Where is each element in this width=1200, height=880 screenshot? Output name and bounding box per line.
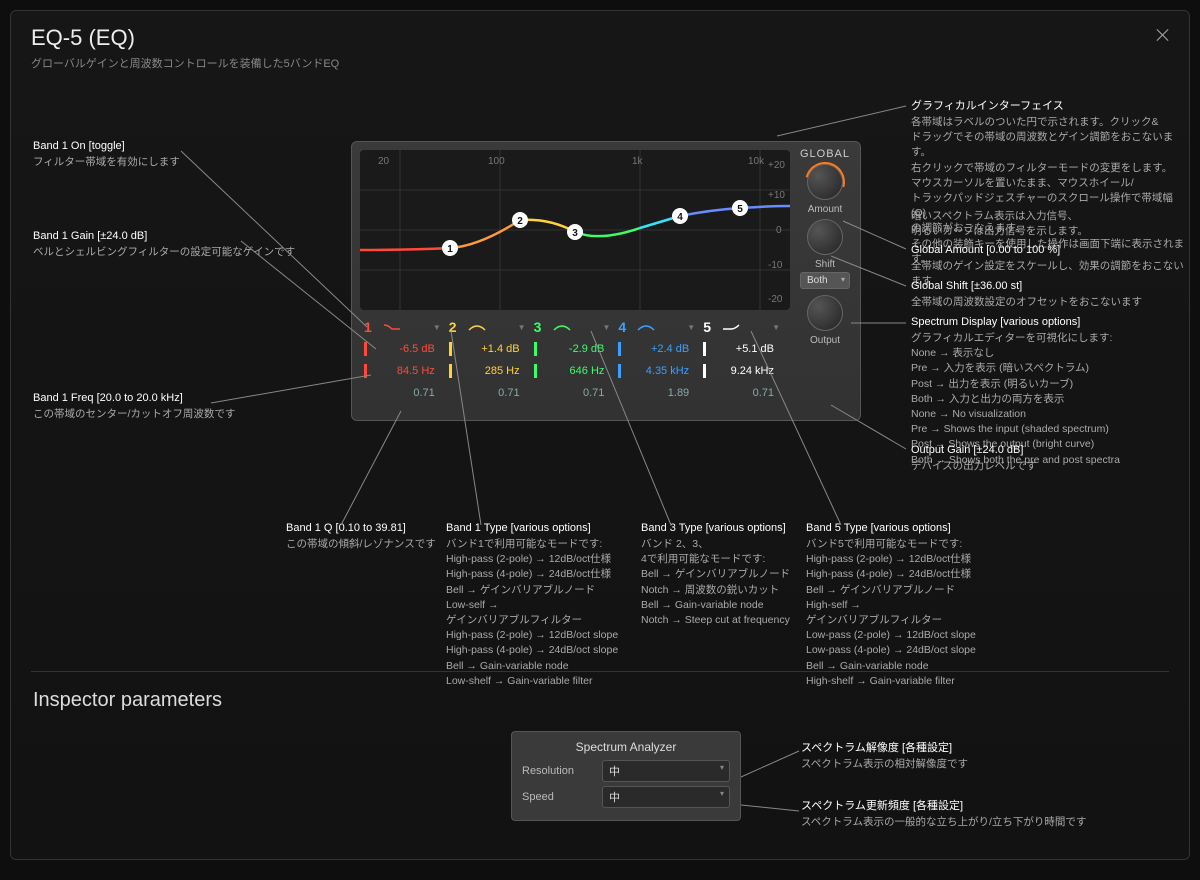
speed-select[interactable]: 中 (602, 786, 730, 808)
annot-band1-type-label: Band 1 Type [various options] (446, 521, 618, 537)
svg-text:3: 3 (572, 228, 578, 239)
annot-band1-type-desc: バンド1で利用可能なモードです:High-pass (2-pole) → 12d… (446, 537, 618, 689)
band-4-toggle[interactable]: 4 (618, 319, 630, 335)
band-5-freq[interactable]: 9.24 kHz (714, 365, 780, 377)
eq-graph[interactable]: 20 100 1k 10k +20 +10 0 -10 -20 1 2 3 (360, 150, 790, 310)
y-axis-label: +20 (768, 160, 785, 171)
annot-band5-type-label: Band 5 Type [various options] (806, 521, 976, 537)
annot-output-gain-label: Output Gain [±24.0 dB] (911, 443, 1037, 459)
band-4-q[interactable]: 1.89 (618, 387, 695, 399)
chevron-down-icon[interactable]: ▼ (433, 323, 441, 332)
close-icon[interactable] (1153, 25, 1173, 45)
annot-spec-res-desc: スペクトラム表示の相対解像度です (801, 757, 968, 772)
annot-spectrum-display-label: Spectrum Display [various options] (911, 315, 1120, 331)
speed-label: Speed (522, 791, 602, 803)
annot-band1-gain-label: Band 1 Gain [±24.0 dB] (33, 229, 295, 245)
eq-node-1[interactable]: 1 (442, 240, 458, 256)
resolution-label: Resolution (522, 765, 602, 777)
band-4-gain[interactable]: +2.4 dB (629, 343, 695, 355)
amount-label: Amount (808, 204, 842, 215)
band-3-type-icon[interactable] (550, 321, 574, 333)
inspector-header: Spectrum Analyzer (522, 740, 730, 754)
amount-knob[interactable] (807, 164, 843, 200)
svg-text:1: 1 (447, 244, 453, 255)
annot-spectrum-note: 暗いスペクトラム表示は入力信号、明るいカーブは出力信号を示します。 (911, 209, 1088, 239)
band-2-freq[interactable]: 285 Hz (460, 365, 526, 377)
eq-node-4[interactable]: 4 (672, 208, 688, 224)
annot-global-amount-label: Global Amount [0.00 to 100 %] (911, 243, 1189, 259)
output-label: Output (810, 335, 840, 346)
chevron-down-icon[interactable]: ▼ (602, 323, 610, 332)
annot-output-gain-desc: デバイスの出力レベルです (911, 459, 1037, 474)
band-5-toggle[interactable]: 5 (703, 319, 715, 335)
chevron-down-icon[interactable]: ▼ (772, 323, 780, 332)
band-3-gain[interactable]: -2.9 dB (545, 343, 611, 355)
eq-module: 20 100 1k 10k +20 +10 0 -10 -20 1 2 3 (351, 141, 861, 421)
band-2-gain[interactable]: +1.4 dB (460, 343, 526, 355)
band-1-q[interactable]: 0.71 (364, 387, 441, 399)
x-axis-label: 100 (488, 156, 505, 167)
y-axis-label: +10 (768, 190, 785, 201)
annot-band1-gain-desc: ベルとシェルビングフィルターの設定可能なゲインです (33, 245, 295, 260)
resolution-select[interactable]: 中 (602, 760, 730, 782)
inspector-box: Spectrum Analyzer Resolution 中 Speed 中 (511, 731, 741, 821)
eq-node-2[interactable]: 2 (512, 212, 528, 228)
annot-band1-on-desc: フィルター帯域を有効にします (33, 155, 180, 170)
annot-global-shift-desc: 全帯域の周波数設定のオフセットをおこないます (911, 295, 1142, 310)
output-knob[interactable] (807, 295, 843, 331)
divider (31, 671, 1169, 672)
svg-text:2: 2 (517, 216, 523, 227)
svg-text:5: 5 (737, 204, 743, 215)
annot-band3-type-desc: バンド 2、3、4で利用可能なモードです:Bell → ゲインバリアブルノードN… (641, 537, 790, 628)
band-5-gain[interactable]: +5.1 dB (714, 343, 780, 355)
chevron-down-icon[interactable]: ▼ (687, 323, 695, 332)
band-4-type-icon[interactable] (634, 321, 658, 333)
band-1-type-icon[interactable] (380, 321, 404, 333)
annot-spec-speed-desc: スペクトラム表示の一般的な立ち上がり/立ち下がり時間です (801, 815, 1086, 830)
x-axis-label: 20 (378, 156, 390, 167)
band-3-freq[interactable]: 646 Hz (545, 365, 611, 377)
annot-band1-freq-desc: この帯域のセンター/カットオフ周波数です (33, 407, 235, 422)
annot-band1-q-desc: この帯域の傾斜/レゾナンスです (286, 537, 436, 552)
annot-spec-speed-label: スペクトラム更新頻度 [各種設定] (801, 799, 1086, 815)
x-axis-label: 10k (748, 156, 765, 167)
band-2-toggle[interactable]: 2 (449, 319, 461, 335)
annot-graphical-label: グラフィカルインターフェイス (911, 99, 1189, 115)
y-axis-label: -10 (768, 260, 783, 271)
eq-node-5[interactable]: 5 (732, 200, 748, 216)
y-axis-label: 0 (776, 225, 782, 236)
annot-band3-type-label: Band 3 Type [various options] (641, 521, 790, 537)
chevron-down-icon[interactable]: ▼ (518, 323, 526, 332)
shift-knob[interactable] (807, 219, 843, 255)
band-1-freq[interactable]: 84.5 Hz (375, 365, 441, 377)
page-subtitle: グローバルゲインと周波数コントロールを装備した5バンドEQ (31, 55, 1169, 71)
band-3-toggle[interactable]: 3 (534, 319, 546, 335)
shift-label: Shift (815, 259, 835, 270)
annot-spec-res-label: スペクトラム解像度 [各種設定] (801, 741, 968, 757)
y-axis-label: -20 (768, 294, 783, 305)
page-title: EQ-5 (EQ) (31, 25, 1169, 51)
inspector-title: Inspector parameters (33, 689, 222, 712)
band-5-q[interactable]: 0.71 (703, 387, 780, 399)
band-1-toggle[interactable]: 1 (364, 319, 376, 335)
eq-node-3[interactable]: 3 (567, 224, 583, 240)
global-label: GLOBAL (800, 148, 850, 160)
band-2-q[interactable]: 0.71 (449, 387, 526, 399)
band-2-type-icon[interactable] (465, 321, 489, 333)
x-axis-label: 1k (632, 156, 644, 167)
band-3-q[interactable]: 0.71 (534, 387, 611, 399)
annot-band1-on-label: Band 1 On [toggle] (33, 139, 180, 155)
spectrum-select[interactable]: Both (800, 272, 850, 289)
annot-band1-q-label: Band 1 Q [0.10 to 39.81] (286, 521, 436, 537)
band-5-type-icon[interactable] (719, 321, 743, 333)
svg-text:4: 4 (677, 212, 683, 223)
annot-band1-freq-label: Band 1 Freq [20.0 to 20.0 kHz] (33, 391, 235, 407)
annot-global-shift-label: Global Shift [±36.00 st] (911, 279, 1142, 295)
band-4-freq[interactable]: 4.35 kHz (629, 365, 695, 377)
annot-band5-type-desc: バンド5で利用可能なモードです:High-pass (2-pole) → 12d… (806, 537, 976, 689)
band-1-gain[interactable]: -6.5 dB (375, 343, 441, 355)
